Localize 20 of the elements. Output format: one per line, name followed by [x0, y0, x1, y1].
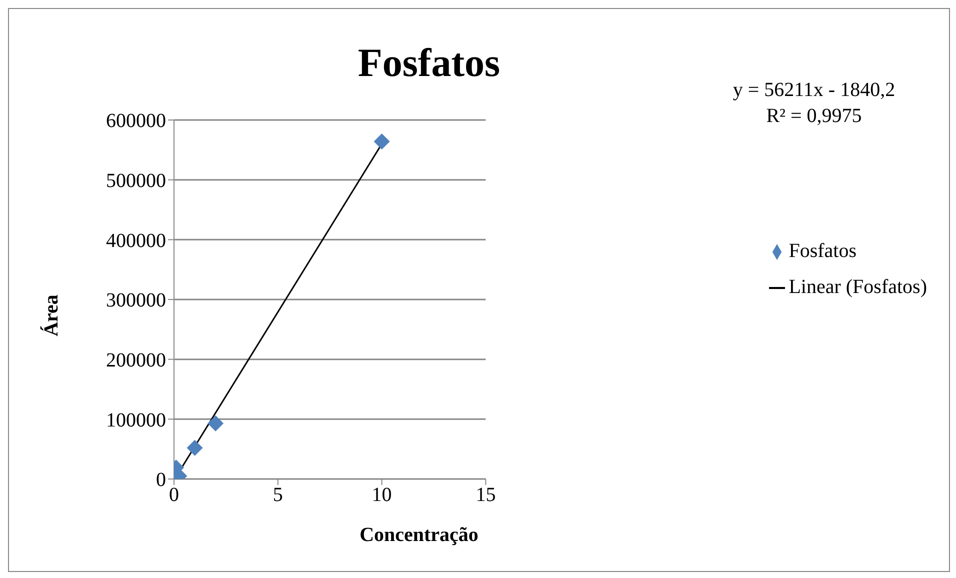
text: R² = 0,9975	[765, 104, 863, 129]
legend-label: Fosfatos	[788, 240, 856, 262]
chart-title: Fosfatos	[356, 39, 502, 86]
x-axis-title: Concentração	[358, 524, 480, 547]
y-tick-label: 400000	[106, 230, 166, 252]
point	[208, 415, 224, 432]
x-tick-label: 5	[272, 484, 283, 506]
y-tick-label: 100000	[106, 409, 166, 432]
y-axis-title: Área	[40, 294, 64, 338]
y-tick-label: 500000	[106, 170, 166, 192]
y-tick-label: 200000	[106, 349, 166, 372]
y-tick-label: 300000	[106, 290, 166, 312]
x-tick-label: 10	[372, 484, 392, 506]
point	[374, 134, 390, 150]
text: y = 56211x - 1840,2	[732, 78, 896, 103]
y-tick-label: 0	[156, 469, 166, 492]
legend-label: Linear (Fosfatos)	[788, 276, 927, 298]
y-tick-label: 600000	[106, 110, 166, 132]
point	[186, 440, 203, 456]
x-tick-label: 15	[476, 484, 496, 506]
